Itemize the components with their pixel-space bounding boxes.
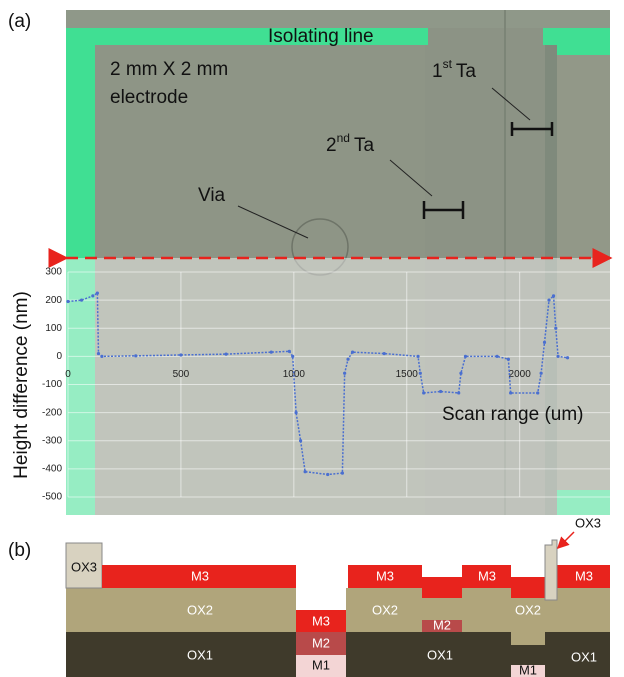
cross-section [65,531,610,677]
x-tick-label: 500 [173,369,190,380]
annotation: nd [337,131,350,145]
profile-point [539,371,543,375]
profile-point [495,354,499,358]
profile-point [439,389,443,394]
profile-point [547,298,551,302]
profile-point [66,299,70,304]
annotation: 2nd Ta [326,131,374,156]
layer-label: OX2 [515,602,541,617]
y-tick-label: -300 [42,435,62,446]
layer-label: M3 [191,568,209,583]
y-tick-label: -500 [42,492,62,503]
profile-point [294,411,298,415]
layer-label: OX2 [372,602,398,617]
profile-point [554,326,558,330]
profile-point [299,439,303,443]
layer-label: OX1 [571,649,597,664]
profile-line [67,291,568,476]
ta-marker [422,201,465,219]
layer-label: OX1 [187,647,213,662]
y-tick-label: 0 [56,351,62,362]
y-tick-label: 200 [45,295,62,306]
profile-point [340,471,344,475]
annotation: Ta [354,135,375,156]
layer-label: OX3 [575,515,601,530]
x-tick-label: 0 [65,369,71,380]
annotation: Via [198,185,226,206]
profile-point [463,354,468,358]
annotation: Isolating line [268,26,374,47]
profile-point [96,351,101,356]
profile-point [79,298,84,302]
annotation: Ta [456,61,477,82]
x-tick-label: 2000 [509,369,532,380]
profile-point [303,470,307,474]
profile-point [326,472,330,477]
annotation: 2 mm X 2 mm [110,59,228,80]
y-tick-label: -200 [42,407,62,418]
leader [237,205,309,239]
profile-point [542,340,547,344]
profile-point [100,354,104,358]
layer-label: OX1 [427,647,453,662]
leader [491,87,531,121]
profile-point [551,294,556,298]
profile-point [457,391,461,395]
x-tick-label: 1500 [396,369,419,380]
layer-label: M1 [519,662,537,677]
annotation: st [443,57,453,71]
profile-point [556,354,560,358]
layer-label: M3 [312,613,330,628]
layer-label: OX2 [187,602,213,617]
layer-label: OX3 [71,559,97,574]
profile-point [343,371,347,375]
profile-point [346,357,350,361]
profile-point [224,352,228,356]
profile-point [134,354,138,358]
profile-point [269,350,273,354]
layer-label: M3 [376,568,394,583]
profile-point [422,391,426,395]
layer-label: M3 [575,568,593,583]
leader [389,159,433,197]
profile-point [91,294,95,298]
profile-point [565,356,570,360]
panel-label: (a) [8,11,31,32]
profile-point [416,354,420,358]
profile-point [179,353,183,357]
x-tick-label: 1000 [283,369,306,380]
y-tick-label: -400 [42,464,62,475]
y-axis-label: Height difference (nm) [11,291,32,479]
profile-point [350,350,355,354]
y-tick-label: -100 [42,379,62,390]
layer-label: M2 [433,617,451,632]
panel-label: (b) [8,540,31,561]
profile-point [418,371,422,375]
profile-point [536,391,540,395]
profile-point [287,349,291,353]
layer-label: M1 [312,657,330,672]
annotation: electrode [110,87,188,108]
profile-point [95,291,99,295]
annotation: 2 [326,135,337,156]
profile-point [506,357,510,361]
y-tick-label: 300 [45,267,62,278]
layer-label: M3 [478,568,496,583]
profile-point [291,354,295,358]
annotation: 1 [432,61,443,82]
profile-point [382,351,386,356]
micrograph [66,10,610,515]
x-axis-label: Scan range (um) [442,404,584,425]
layer-label: M2 [312,635,330,650]
y-tick-label: 100 [45,323,62,334]
profile-point [509,391,513,395]
annotation: 1st Ta [432,57,476,82]
ta-marker [510,122,554,136]
profile-point [459,371,463,375]
